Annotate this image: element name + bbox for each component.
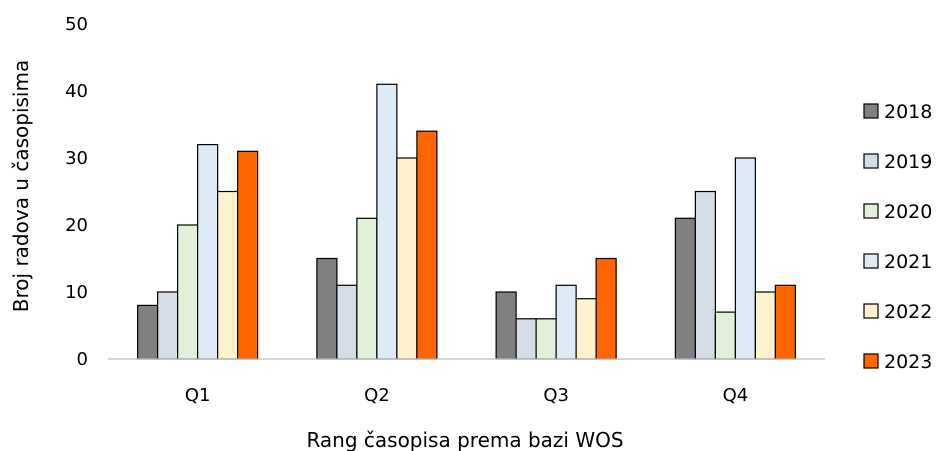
legend-swatch-2022: [863, 303, 879, 319]
bar-2020-Q1: [177, 224, 199, 360]
legend-label: 2023: [884, 351, 932, 373]
bar-2022-Q2: [396, 157, 418, 360]
bar-2018-Q1: [137, 304, 159, 360]
bar-2022-Q4: [754, 291, 776, 360]
y-tick-label: 20: [65, 215, 88, 236]
bar-2018-Q3: [495, 291, 517, 360]
bar-2022-Q3: [575, 298, 597, 360]
bar-2021-Q2: [376, 83, 398, 360]
legend-swatch-2021: [863, 253, 879, 269]
y-tick-label: 0: [77, 349, 88, 370]
bar-2023-Q1: [237, 150, 259, 360]
y-tick-label: 30: [65, 148, 88, 169]
bar-2022-Q1: [217, 190, 239, 360]
bar-2023-Q2: [416, 130, 438, 360]
bars: [137, 83, 796, 360]
legend-label: 2019: [884, 151, 932, 173]
bar-2020-Q2: [356, 217, 378, 360]
legend-label: 2020: [884, 201, 932, 223]
x-tick-label: Q2: [364, 385, 390, 406]
legend-swatch-2018: [863, 103, 879, 119]
y-tick-label: 40: [65, 81, 88, 102]
x-axis-title: Rang časopisa prema bazi WOS: [306, 428, 623, 451]
y-axis-ticks: 0 10 20 30 40 50: [65, 14, 88, 370]
legend-label: 2022: [884, 301, 932, 323]
bar-2020-Q3: [535, 318, 557, 360]
x-tick-label: Q4: [723, 385, 749, 406]
bar-2020-Q4: [714, 311, 736, 360]
bar-2023-Q3: [595, 257, 617, 360]
bar-2019-Q3: [515, 318, 537, 360]
legend-swatch-2019: [863, 153, 879, 169]
x-tick-label: Q1: [185, 385, 211, 406]
bar-2018-Q2: [316, 257, 338, 360]
bar-2018-Q4: [674, 217, 696, 360]
legend-swatch-2023: [863, 353, 879, 369]
legend-label: 2021: [884, 251, 932, 273]
bar-2023-Q4: [774, 284, 796, 360]
bar-2021-Q3: [555, 284, 577, 360]
y-tick-label: 10: [65, 282, 88, 303]
bar-2021-Q1: [197, 144, 219, 360]
bar-2019-Q2: [336, 284, 358, 360]
y-axis-title: Broj radova u časopisima: [9, 60, 33, 312]
x-axis-ticks: Q1 Q2 Q3 Q4: [185, 385, 748, 406]
bar-2021-Q4: [734, 157, 756, 360]
x-tick-label: Q3: [543, 385, 569, 406]
legend-label: 2018: [884, 101, 932, 123]
y-tick-label: 50: [65, 14, 88, 35]
legend-swatch-2020: [863, 203, 879, 219]
bar-2019-Q1: [157, 291, 179, 360]
legend: 2018 2019 2020 2021 2022 2023: [863, 101, 932, 373]
bar-2019-Q4: [694, 190, 716, 360]
